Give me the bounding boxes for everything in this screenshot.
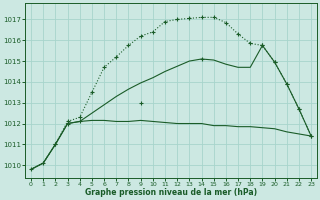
X-axis label: Graphe pression niveau de la mer (hPa): Graphe pression niveau de la mer (hPa) (85, 188, 257, 197)
